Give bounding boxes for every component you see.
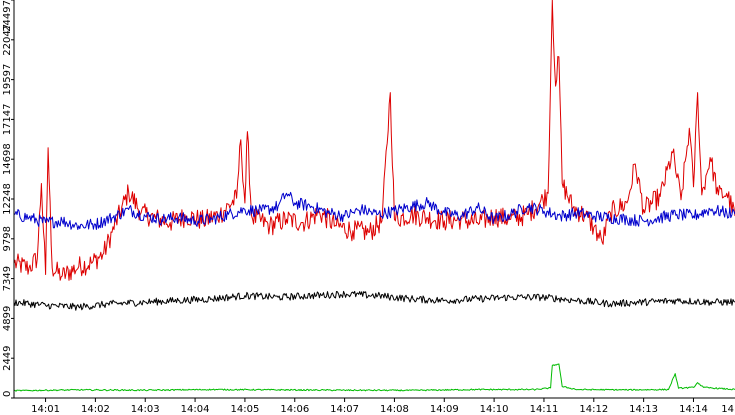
series-layer (13, 0, 735, 392)
series-line-1 (13, 191, 735, 230)
series-line-0 (13, 0, 735, 281)
y-tick-label: 19597 (2, 64, 13, 96)
y-tick-label: 4899 (2, 306, 13, 331)
y-tick-label: 2449 (2, 345, 13, 370)
y-tick-label: 24497 (2, 0, 13, 32)
x-tick-label: 14:03 (131, 404, 160, 415)
x-tick-label: 14:08 (380, 404, 409, 415)
y-tick-label: 22047 (2, 24, 13, 56)
x-tick-label: 14:01 (31, 404, 60, 415)
x-tick-label: 14:12 (579, 404, 608, 415)
x-tick-label: 14:11 (530, 404, 559, 415)
series-line-3 (13, 363, 735, 392)
x-tick-label: 14:02 (81, 404, 110, 415)
x-tick-label: 14:10 (480, 404, 509, 415)
y-tick-label: 14698 (2, 143, 13, 175)
x-tick-label: 14:09 (430, 404, 459, 415)
x-tick-label: 14:13 (629, 404, 658, 415)
y-tick-label: 0 (2, 391, 13, 397)
x-tick-label: 14:14 (679, 404, 708, 415)
x-tick-label: 14:05 (230, 404, 259, 415)
series-line-2 (13, 290, 735, 311)
x-tick-label: 14 (721, 404, 734, 415)
x-tick-label: 14:04 (181, 404, 210, 415)
x-tick-label: 14:07 (330, 404, 359, 415)
x-tick-label: 14:06 (280, 404, 309, 415)
y-tick-label: 7349 (2, 266, 13, 291)
y-tick-label: 17147 (2, 103, 13, 135)
y-tick-label: 12248 (2, 183, 13, 215)
y-tick-label: 9798 (2, 226, 13, 251)
